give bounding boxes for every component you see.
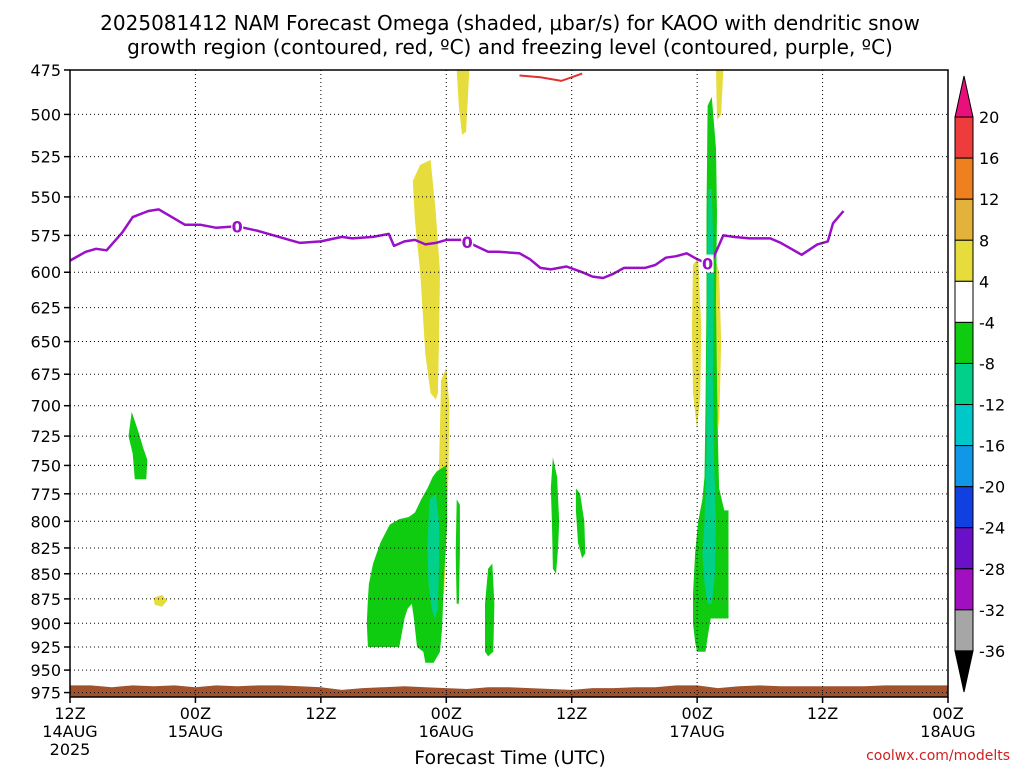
omega-region-11 — [550, 457, 560, 574]
freezing-level-label-2: 0 — [702, 255, 713, 274]
chart-title-line1: 2025081412 NAM Forecast Omega (shaded, μ… — [100, 11, 920, 35]
freezing-label-bg-1 — [461, 233, 474, 252]
omega-region-7 — [128, 411, 148, 480]
colorbar-swatch-9 — [954, 445, 974, 488]
x-tick-label-5-2: 17AUG — [669, 722, 724, 741]
freezing-level-line — [70, 208, 845, 280]
y-tick-label-800: 800 — [30, 512, 61, 531]
y-tick-label-925: 925 — [30, 638, 61, 657]
colorbar-swatch-8 — [954, 404, 974, 447]
colorbar-label-2: 12 — [979, 190, 999, 209]
colorbar-swatch-14 — [954, 650, 974, 693]
freezing-label-bg-2 — [701, 254, 714, 273]
y-tick-label-600: 600 — [30, 263, 61, 282]
colorbar-label-5: -4 — [979, 313, 995, 332]
colorbar-label-1: 16 — [979, 149, 999, 168]
y-tick-label-750: 750 — [30, 456, 61, 475]
colorbar-label-4: 4 — [979, 272, 989, 291]
x-tick-label-0-1: 12Z — [54, 704, 85, 723]
omega-region-4 — [691, 257, 702, 431]
omega-region-10 — [485, 563, 495, 657]
y-tick-label-475: 475 — [30, 61, 61, 80]
x-axis-label: Forecast Time (UTC) — [414, 747, 605, 768]
y-tick-label-950: 950 — [30, 661, 61, 680]
chart-title-line2: growth region (contoured, red, ºC) and f… — [127, 35, 893, 59]
omega-region-14 — [427, 493, 439, 619]
grid-lines — [69, 69, 949, 697]
x-tick-label-5-1: 00Z — [681, 704, 712, 723]
colorbar-label-7: -12 — [979, 396, 1005, 415]
omega-region-1 — [412, 159, 440, 400]
y-tick-label-875: 875 — [30, 590, 61, 609]
x-tick-label-2-1: 12Z — [305, 704, 336, 723]
y-tick-label-500: 500 — [30, 105, 61, 124]
x-tick-label-1-1: 00Z — [180, 704, 211, 723]
colorbar-label-3: 8 — [979, 231, 989, 250]
y-tick-label-700: 700 — [30, 397, 61, 416]
colorbar-label-12: -32 — [979, 601, 1005, 620]
colorbar-swatch-5 — [954, 280, 974, 323]
axes: 475 500 525 550 575 600 625 650 675 700 725 750 775 8… — [30, 61, 975, 759]
colorbar-swatch-12 — [954, 568, 974, 611]
y-tick-label-675: 675 — [30, 365, 61, 384]
x-tick-label-4-1: 12Z — [556, 704, 587, 723]
y-tick-label-525: 525 — [30, 148, 61, 167]
y-tick-label-625: 625 — [30, 299, 61, 318]
x-tick-label-7-1: 00Z — [932, 704, 963, 723]
plot-area: 0 0 0 — [70, 70, 948, 697]
colorbar-swatch-6 — [954, 321, 974, 364]
x-tick-label-6-1: 12Z — [807, 704, 838, 723]
colorbar-label-10: -24 — [979, 519, 1005, 538]
freezing-label-bg-0 — [231, 217, 244, 236]
x-tick-label-3-1: 00Z — [431, 704, 462, 723]
colorbar-label-8: -16 — [979, 437, 1005, 456]
freezing-level-label-0: 0 — [232, 217, 243, 236]
colorbar-swatch-3 — [954, 198, 974, 241]
y-tick-label-850: 850 — [30, 565, 61, 584]
plot-content: 0 0 0 — [70, 70, 948, 697]
x-tick-label-0-3: 2025 — [50, 740, 91, 759]
omega-region-8 — [366, 465, 448, 663]
colorbar-swatch-1 — [954, 116, 974, 159]
colorbar-swatch-11 — [954, 527, 974, 570]
y-tick-label-900: 900 — [30, 614, 61, 633]
y-tick-label-650: 650 — [30, 333, 61, 352]
colorbar-label-9: -20 — [979, 478, 1005, 497]
omega-region-12 — [575, 488, 586, 559]
colorbar-label-13: -36 — [979, 642, 1005, 661]
x-tick-label-3-2: 16AUG — [419, 722, 474, 741]
y-tick-label-775: 775 — [30, 485, 61, 504]
omega-region-0 — [456, 70, 470, 135]
colorbar-label-6: -8 — [979, 354, 995, 373]
credit-text: coolwx.com/modelts — [866, 748, 1010, 764]
colorbar-swatch-4 — [954, 239, 974, 282]
y-tick-label-550: 550 — [30, 188, 61, 207]
omega-region-6 — [153, 594, 168, 607]
colorbar-swatch-7 — [954, 362, 974, 406]
x-tick-label-7-2: 18AUG — [920, 722, 975, 741]
colorbar-swatch-2 — [954, 157, 974, 200]
dgz-contour — [519, 72, 583, 82]
omega-region-3 — [716, 70, 724, 120]
y-tick-label-725: 725 — [30, 427, 61, 446]
plot-frame — [69, 69, 949, 698]
x-tick-label-1-2: 15AUG — [168, 722, 223, 741]
y-tick-label-825: 825 — [30, 539, 61, 558]
terrain-fill — [70, 685, 948, 697]
colorbar-swatch-0 — [954, 75, 974, 118]
x-tick-label-0-2: 14AUG — [42, 722, 97, 741]
freezing-level-label-1: 0 — [462, 233, 473, 252]
colorbar-swatch-13 — [954, 609, 974, 652]
y-tick-label-975: 975 — [30, 684, 61, 703]
colorbar-swatch-10 — [954, 486, 974, 529]
colorbar-label-11: -28 — [979, 560, 1005, 579]
omega-region-15 — [702, 189, 716, 604]
omega-region-9 — [455, 499, 460, 604]
y-tick-label-575: 575 — [30, 226, 61, 245]
colorbar: 20 16 12 8 4 -4 -8 -12 -16 -20 -24 -28 -32 -36 — [954, 75, 1005, 693]
colorbar-label-0: 20 — [979, 108, 999, 127]
